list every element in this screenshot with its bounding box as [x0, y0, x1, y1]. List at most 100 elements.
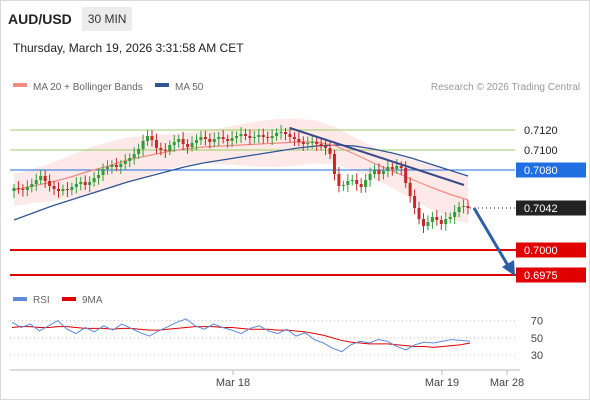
- candle-body: [57, 189, 61, 191]
- candle-body: [230, 138, 234, 141]
- candle-body: [332, 154, 336, 174]
- candle-body: [114, 165, 118, 167]
- candle-body: [453, 212, 457, 217]
- candle-body: [137, 149, 141, 154]
- candle-body: [159, 148, 163, 150]
- ma20-legend-label: MA 20 + Bollinger Bands: [33, 82, 143, 93]
- candle-body: [399, 166, 403, 168]
- candle-body: [74, 184, 78, 187]
- level-label-0.7100: 0.7100: [524, 145, 558, 157]
- candle-body: [39, 176, 43, 180]
- candle-body: [163, 150, 167, 151]
- candle-body: [279, 132, 283, 133]
- candle-body: [30, 184, 34, 187]
- candle-body: [341, 185, 345, 186]
- rsi-line: [11, 318, 471, 353]
- rsi-tick-30: 30: [531, 350, 543, 362]
- candle-body: [355, 180, 359, 184]
- candle-body: [328, 148, 332, 154]
- candle-body: [390, 167, 394, 169]
- ma9-legend-swatch: [62, 297, 76, 301]
- candle-body: [43, 176, 47, 181]
- timestamp: Thursday, March 19, 2026 3:31:58 AM CET: [13, 41, 244, 55]
- ma50-line: [13, 144, 469, 221]
- candle-body: [190, 143, 194, 147]
- candle-body: [252, 137, 256, 138]
- candle-body: [395, 166, 399, 169]
- copyright: Research © 2026 Trading Central: [431, 82, 580, 93]
- candle-body: [21, 189, 25, 190]
- candle-body: [226, 139, 230, 141]
- candle-body: [101, 169, 105, 175]
- candle-body: [70, 187, 74, 190]
- candle-body: [25, 187, 29, 190]
- candle-body: [270, 136, 274, 138]
- candle-body: [48, 181, 52, 186]
- candle-body: [364, 180, 368, 187]
- candle-body: [413, 196, 417, 208]
- level-label-0.7120: 0.7120: [524, 125, 558, 137]
- candle-body: [386, 167, 390, 171]
- candle-body: [404, 168, 408, 183]
- candle-body: [466, 206, 470, 208]
- candle-body: [212, 139, 216, 142]
- candle-body: [194, 140, 198, 143]
- level-label-bg-0.7000: [516, 242, 586, 258]
- level-label-0.6975: 0.6975: [524, 270, 558, 282]
- candle-body: [297, 139, 301, 142]
- ma20-legend-swatch: [13, 83, 27, 87]
- candle-body: [83, 182, 87, 185]
- candle-body: [123, 161, 127, 164]
- candle-body: [292, 137, 296, 139]
- candle-body: [417, 208, 421, 219]
- candle-body: [221, 137, 225, 139]
- candle-body: [119, 164, 123, 167]
- x-tick-label: Mar 19: [425, 377, 459, 389]
- candle-body: [462, 206, 466, 207]
- candle-body: [141, 141, 145, 149]
- candle-body: [186, 144, 190, 147]
- candle-body: [324, 146, 328, 148]
- rsi-area: 70 50 30: [10, 316, 543, 362]
- candle-body: [266, 137, 270, 138]
- candle-body: [284, 132, 288, 134]
- projection-arrow-head: [502, 260, 515, 276]
- candle-body: [128, 158, 132, 161]
- candle-body: [421, 219, 425, 226]
- candle-body: [52, 186, 56, 189]
- candle-body: [306, 143, 310, 144]
- trendline: [289, 127, 465, 186]
- candle-body: [177, 139, 181, 142]
- candle-body: [88, 182, 92, 185]
- candle-body: [275, 133, 279, 136]
- candle-body: [261, 135, 265, 137]
- bollinger-band: [14, 118, 468, 224]
- candle-body: [150, 136, 154, 140]
- level-label-bg-0.7042: [516, 200, 586, 216]
- candle-body: [34, 180, 38, 184]
- candle-body: [377, 170, 381, 174]
- candle-body: [132, 154, 136, 158]
- candle-body: [16, 188, 20, 189]
- rsi-tick-50: 50: [531, 333, 543, 345]
- candle-body: [235, 136, 239, 138]
- candle-body: [310, 142, 314, 143]
- candle-body: [346, 181, 350, 185]
- candle-body: [248, 136, 252, 138]
- ma9-line: [11, 326, 471, 348]
- symbol-title: AUD/USD: [8, 11, 72, 27]
- candle-body: [448, 217, 452, 219]
- candle-body: [359, 184, 363, 187]
- x-tick-label: Mar 18: [216, 377, 250, 389]
- rsi-legend-label: RSI: [33, 295, 50, 306]
- candle-body: [146, 136, 150, 141]
- candle-body: [203, 137, 207, 139]
- candle-body: [350, 180, 354, 181]
- timeframe-badge[interactable]: 30 MIN: [81, 7, 133, 31]
- candle-body: [92, 178, 96, 182]
- candle-body: [168, 145, 172, 151]
- candle-body: [61, 189, 65, 191]
- candle-body: [79, 182, 83, 184]
- level-label-0.7080: 0.7080: [524, 165, 558, 177]
